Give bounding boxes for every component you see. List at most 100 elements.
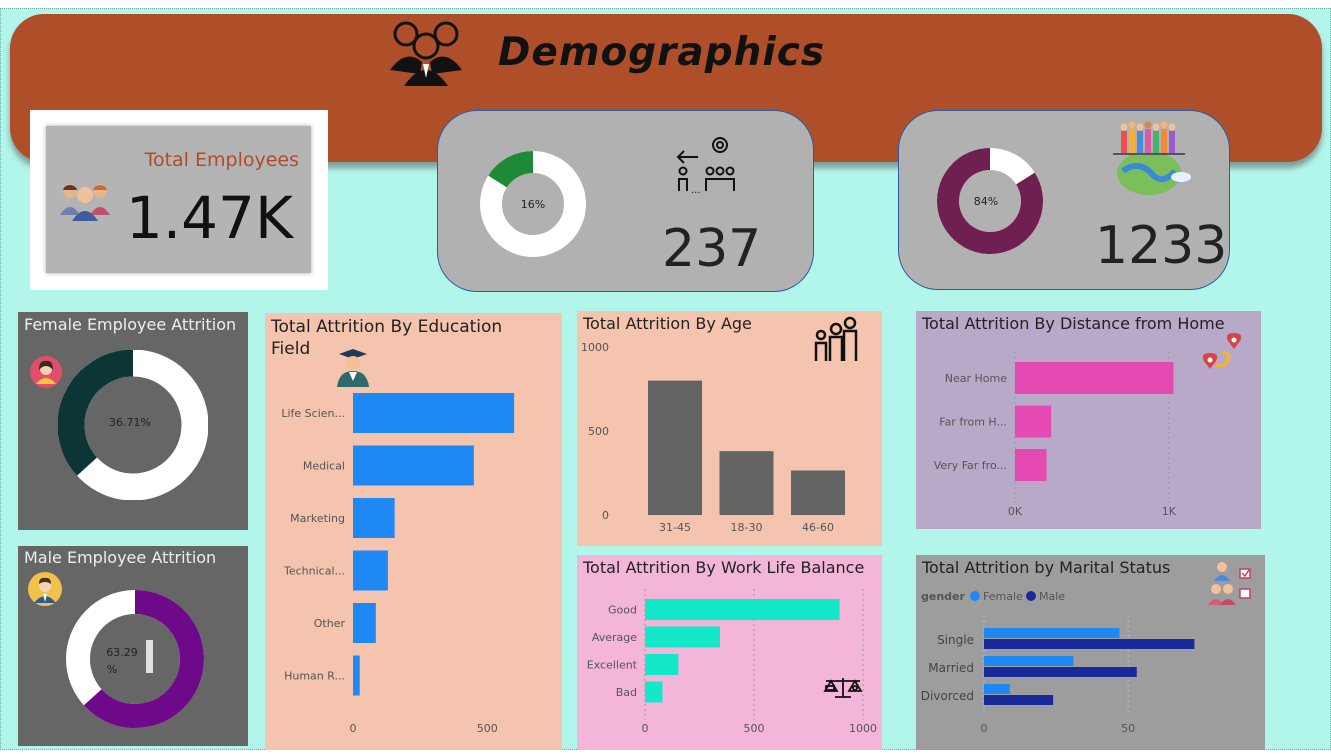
worklife-bar-chart: 0 500 1000 Good Average Excellent Bad	[587, 589, 877, 735]
age-panel: Total Attrition By Age 0 500 1000 31-45 18-3…	[577, 311, 882, 546]
category-label: Married	[928, 661, 974, 675]
female-avatar-icon	[30, 356, 62, 388]
category-label: Near Home	[945, 372, 1007, 385]
svg-text:...: ...	[691, 185, 701, 196]
distance-bar-chart: 0K 1K Near Home Far from H... Very Far fro..…	[934, 352, 1177, 518]
bar	[353, 393, 515, 433]
female-attrition-title: Female Employee Attrition	[24, 315, 237, 334]
x-tick-label: 500	[477, 722, 498, 735]
bar	[719, 451, 774, 515]
couple-checklist-icon	[1208, 562, 1251, 605]
bar	[984, 628, 1120, 638]
bar	[353, 498, 395, 538]
category-label: Marketing	[290, 512, 345, 525]
category-label: Good	[608, 604, 637, 617]
bar	[645, 654, 679, 675]
total-employees-label: Total Employees	[144, 149, 299, 171]
category-label: Divorced	[921, 689, 974, 703]
x-tick-label: 0	[981, 722, 988, 735]
y-tick-label: 500	[588, 425, 609, 438]
location-route-icon	[1202, 333, 1242, 369]
total-employees-inner: Total Employees 1.47K	[46, 126, 311, 273]
legend-marker	[1026, 591, 1036, 601]
category-label: Bad	[616, 686, 637, 699]
leaving-employees-icon: ...	[676, 137, 735, 196]
female-attrition-donut: 36.71%	[58, 350, 208, 500]
bar	[984, 684, 1010, 694]
total-employees-value: 1.47K	[125, 184, 293, 252]
x-tick-label: 46-60	[802, 521, 834, 534]
category-label: Other	[314, 617, 346, 630]
bar	[353, 603, 376, 643]
category-label: Very Far fro...	[934, 459, 1007, 472]
category-label: Excellent	[587, 659, 638, 672]
bar	[353, 445, 474, 486]
bar	[791, 470, 845, 515]
male-center-label: 63.29%	[106, 646, 138, 676]
total-employees-card: Total Employees 1.47K	[30, 110, 328, 290]
bar	[353, 655, 360, 696]
scale-balance-icon	[823, 678, 863, 698]
education-title: Total Attrition By Education Field	[271, 317, 503, 359]
x-tick-label: 500	[744, 722, 765, 735]
age-bar-chart: 0 500 1000 31-45 18-30 46-60	[581, 341, 845, 534]
attrition-donut: 16%	[480, 151, 586, 257]
category-label: Average	[592, 631, 637, 644]
bar	[984, 695, 1054, 705]
people-group-icon	[390, 21, 462, 86]
y-tick-label: 1000	[581, 341, 609, 354]
male-attrition-panel: Male Employee Attrition 63.29%	[18, 546, 248, 746]
page-title: Demographics	[498, 30, 826, 75]
bar	[984, 667, 1137, 677]
x-tick-label: 0	[642, 722, 649, 735]
marital-panel: Total Attrition by Marital Status gender…	[916, 555, 1265, 750]
active-pct-label: 84%	[974, 195, 998, 208]
bar	[984, 639, 1195, 649]
female-attrition-panel: Female Employee Attrition 36.71%	[18, 312, 248, 530]
category-label: Medical	[303, 460, 345, 473]
legend-title: gender	[921, 590, 966, 603]
x-tick-label: 1K	[1162, 505, 1177, 518]
x-tick-label: 18-30	[731, 521, 763, 534]
family-icon	[814, 316, 858, 361]
y-tick-label: 0	[602, 509, 609, 522]
category-label: Single	[937, 633, 974, 647]
category-label: Life Scien...	[281, 407, 345, 420]
x-tick-label: 31-45	[659, 521, 691, 534]
worklife-title: Total Attrition By Work Life Balance	[583, 558, 865, 577]
marital-bar-chart: gender Female Male 0 50 Single Married Divorced	[921, 590, 1195, 735]
graduate-icon	[337, 349, 369, 387]
worklife-panel: Total Attrition By Work Life Balance 0 50…	[577, 555, 882, 750]
x-tick-label: 0K	[1008, 505, 1023, 518]
male-attrition-title: Male Employee Attrition	[24, 548, 217, 567]
education-panel: Total Attrition By Education Field 0 500 L…	[265, 313, 562, 750]
male-attrition-donut: 63.29%	[66, 590, 204, 728]
bar	[1015, 362, 1174, 394]
distance-panel: Total Attrition By Distance from Home 0K…	[916, 311, 1261, 529]
bar	[353, 550, 388, 591]
x-tick-label: 1000	[849, 722, 877, 735]
x-tick-label: 0	[350, 722, 357, 735]
attrition-count: 237	[662, 219, 762, 279]
attrition-pct-label: 16%	[521, 198, 545, 211]
male-avatar-icon	[28, 572, 62, 606]
bar	[645, 599, 840, 620]
active-kpi-card: 84% 1233	[898, 110, 1230, 290]
legend-label: Male	[1039, 590, 1065, 603]
bar	[648, 380, 702, 515]
marital-title: Total Attrition by Marital Status	[922, 558, 1171, 577]
legend-label: Female	[983, 590, 1023, 603]
active-donut: 84%	[937, 148, 1043, 254]
bar	[1015, 449, 1047, 481]
distance-title: Total Attrition By Distance from Home	[922, 314, 1225, 333]
global-workforce-icon	[1113, 121, 1191, 195]
employees-icon	[60, 184, 110, 221]
attrition-kpi-card: 16% ... 237	[437, 110, 814, 292]
education-bar-chart: 0 500 Life Scien... Medical Marketing Technic…	[281, 393, 515, 735]
bar	[1015, 405, 1052, 438]
legend-marker	[970, 591, 980, 601]
bar	[645, 681, 663, 703]
age-title: Total Attrition By Age	[583, 314, 752, 333]
female-center-label: 36.71%	[109, 416, 151, 429]
category-label: Technical...	[283, 565, 345, 578]
